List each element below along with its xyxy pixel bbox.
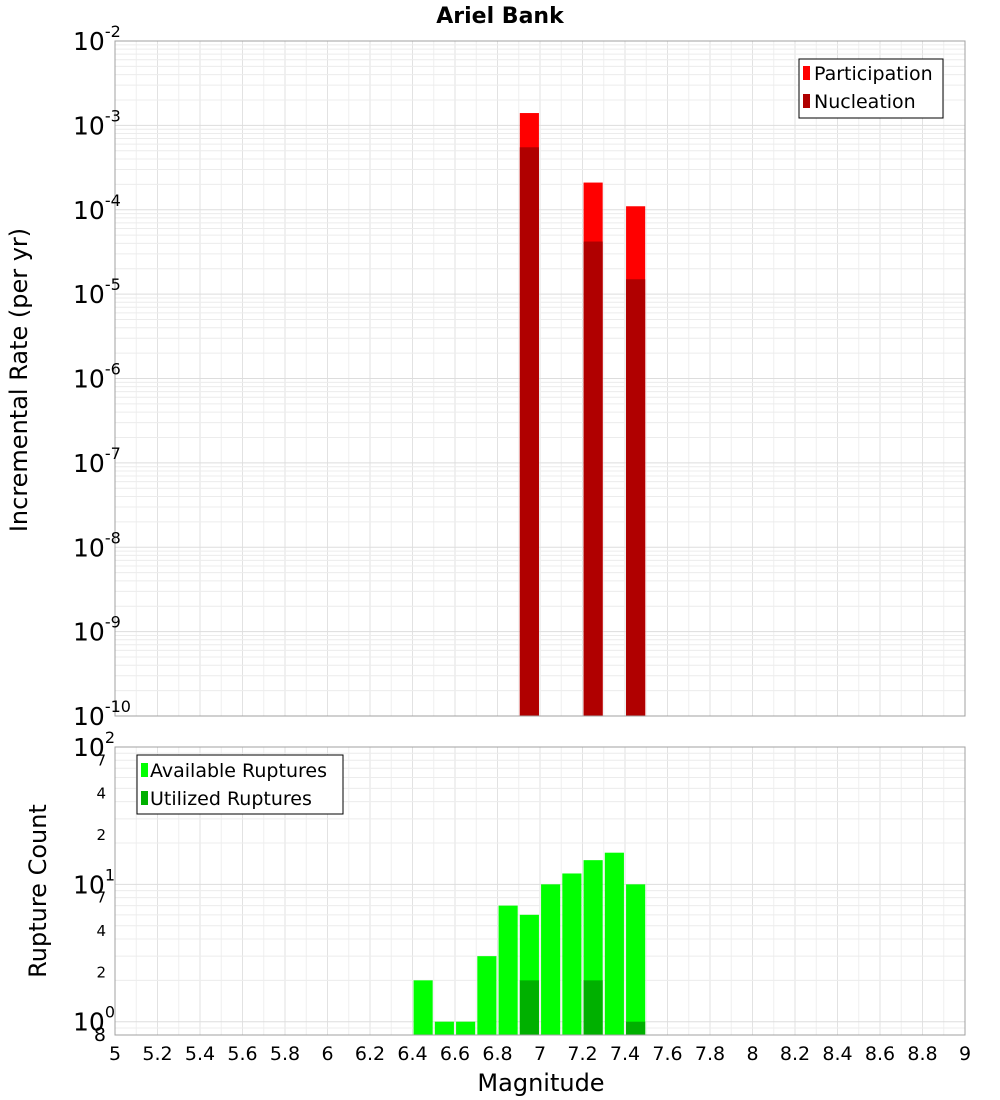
count-y-minor-tick-label: 4 xyxy=(96,785,106,803)
count-y-minor-tick-label: 2 xyxy=(96,963,106,981)
count-plot-frame xyxy=(114,746,966,1036)
x-tick-label: 9 xyxy=(959,1043,971,1065)
available-ruptures-bar xyxy=(434,1021,454,1035)
x-tick-label: 5.4 xyxy=(185,1043,215,1065)
rate-y-tick-label: 10-4 xyxy=(73,191,121,225)
count-y-minor-tick-label: 4 xyxy=(96,922,106,940)
available-ruptures-bar xyxy=(413,980,433,1035)
x-axis-label: Magnitude xyxy=(477,1069,604,1097)
available-ruptures-bar xyxy=(498,905,518,1035)
rate-y-tick-label: 10-3 xyxy=(73,106,121,140)
count-y-axis-label: Rupture Count xyxy=(24,804,52,978)
legend-swatch-utilized-ruptures xyxy=(141,791,148,805)
count-y-tick-label: 100 xyxy=(73,1003,115,1037)
legend-swatch-participation xyxy=(803,66,810,80)
legend-box xyxy=(136,754,344,815)
legend-label-nucleation: Nucleation xyxy=(814,91,916,113)
x-tick-label: 8.2 xyxy=(780,1043,810,1065)
x-tick-label: 7 xyxy=(534,1043,546,1065)
rate-plot-grid xyxy=(114,40,966,717)
available-ruptures-bar xyxy=(477,956,497,1035)
available-ruptures-bar xyxy=(541,884,561,1035)
x-tick-label: 7.2 xyxy=(567,1043,597,1065)
x-tick-label: 8.8 xyxy=(907,1043,937,1065)
count-plot-y-ticks: 100 101 102 8 2 4 7 2 4 7 xyxy=(73,728,115,1046)
count-y-minor-tick-label: 2 xyxy=(96,826,106,844)
nucleation-bar xyxy=(583,241,603,717)
legend-swatch-available-ruptures xyxy=(141,763,148,777)
x-tick-label: 7.8 xyxy=(695,1043,725,1065)
x-tick-label: 5.2 xyxy=(142,1043,172,1065)
available-ruptures-bar xyxy=(604,852,624,1035)
legend-label-participation: Participation xyxy=(814,63,933,85)
rate-y-tick-label: 10-6 xyxy=(73,360,121,394)
count-y-minor-tick-label: 8 xyxy=(94,1024,106,1046)
x-tick-label: 8 xyxy=(746,1043,758,1065)
count-plot-legend: Available Ruptures Utilized Ruptures xyxy=(136,754,344,815)
count-y-minor-tick-label: 7 xyxy=(96,889,106,907)
rate-plot-y-ticks: 10-10 10-9 10-8 10-7 10-6 10-5 10-4 10-3 10-2 xyxy=(73,22,131,731)
rate-plot-legend: Participation Nucleation xyxy=(798,58,944,119)
rate-y-axis-label: Incremental Rate (per yr) xyxy=(5,228,33,532)
x-tick-label: 8.6 xyxy=(865,1043,895,1065)
rate-y-tick-label: 10-7 xyxy=(73,444,121,478)
rate-plot-frame xyxy=(114,40,966,717)
x-tick-label: 8.4 xyxy=(822,1043,852,1065)
count-y-tick-label: 102 xyxy=(73,728,115,762)
count-y-minor-tick-label: 7 xyxy=(96,751,106,769)
utilized-ruptures-bar xyxy=(519,980,539,1035)
utilized-ruptures-bar xyxy=(626,1021,646,1035)
x-tick-label: 6.8 xyxy=(482,1043,512,1065)
available-ruptures-bar xyxy=(626,884,646,1035)
chart-title: Ariel Bank xyxy=(436,4,565,29)
rate-y-tick-label: 10-10 xyxy=(73,697,131,731)
x-tick-label: 5 xyxy=(109,1043,121,1065)
available-ruptures-bar xyxy=(456,1021,476,1035)
x-tick-label: 5.8 xyxy=(270,1043,300,1065)
x-tick-label: 7.6 xyxy=(652,1043,682,1065)
x-tick-label: 5.6 xyxy=(227,1043,257,1065)
x-tick-label: 6.2 xyxy=(355,1043,385,1065)
utilized-ruptures-bar xyxy=(583,980,603,1035)
rate-plot-bars xyxy=(519,113,646,717)
rate-y-tick-label: 10-9 xyxy=(73,613,121,647)
x-tick-label: 6 xyxy=(321,1043,333,1065)
available-ruptures-bar xyxy=(562,873,582,1035)
rate-y-tick-label: 10-8 xyxy=(73,528,121,562)
count-y-tick-label: 101 xyxy=(73,865,115,899)
x-tick-labels: 5 5.2 5.4 5.6 5.8 6 6.2 6.4 6.6 6.8 7 7.2 7.4 7.6 7.8 8… xyxy=(109,1043,971,1065)
nucleation-bar xyxy=(519,147,539,717)
nucleation-bar xyxy=(626,279,646,716)
legend-label-available-ruptures: Available Ruptures xyxy=(150,760,327,782)
x-tick-label: 6.6 xyxy=(440,1043,470,1065)
rate-y-tick-label: 10-2 xyxy=(73,22,121,56)
rate-y-tick-label: 10-5 xyxy=(73,275,121,309)
count-plot-bars xyxy=(413,852,646,1035)
x-tick-label: 7.4 xyxy=(610,1043,640,1065)
x-tick-label: 6.4 xyxy=(397,1043,427,1065)
legend-label-utilized-ruptures: Utilized Ruptures xyxy=(150,788,312,810)
legend-box xyxy=(798,58,944,119)
legend-swatch-nucleation xyxy=(803,94,810,108)
